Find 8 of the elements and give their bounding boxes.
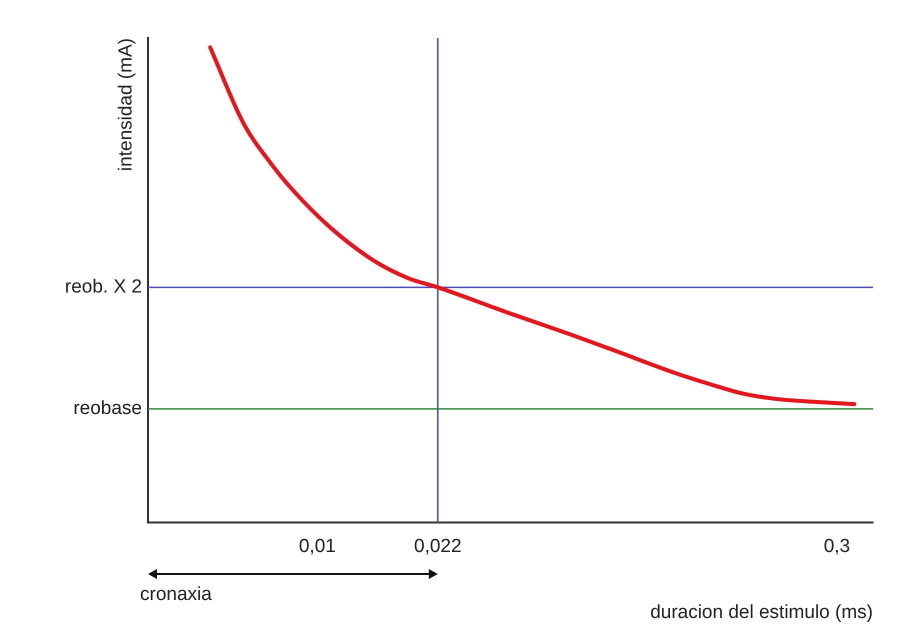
text: cronaxia (140, 584, 212, 606)
y-axis-title: intensidad (mA) (116, 38, 137, 172)
ref-line-label: reobase (73, 398, 142, 420)
x-tick-label: 0,022 (414, 536, 462, 558)
x-tick-label: 0,3 (824, 536, 850, 558)
x-axis-title: duracion del estimulo (ms) (650, 602, 873, 623)
x-tick-label: 0,01 (298, 536, 336, 558)
ref-line-label: reob. X 2 (64, 276, 142, 298)
